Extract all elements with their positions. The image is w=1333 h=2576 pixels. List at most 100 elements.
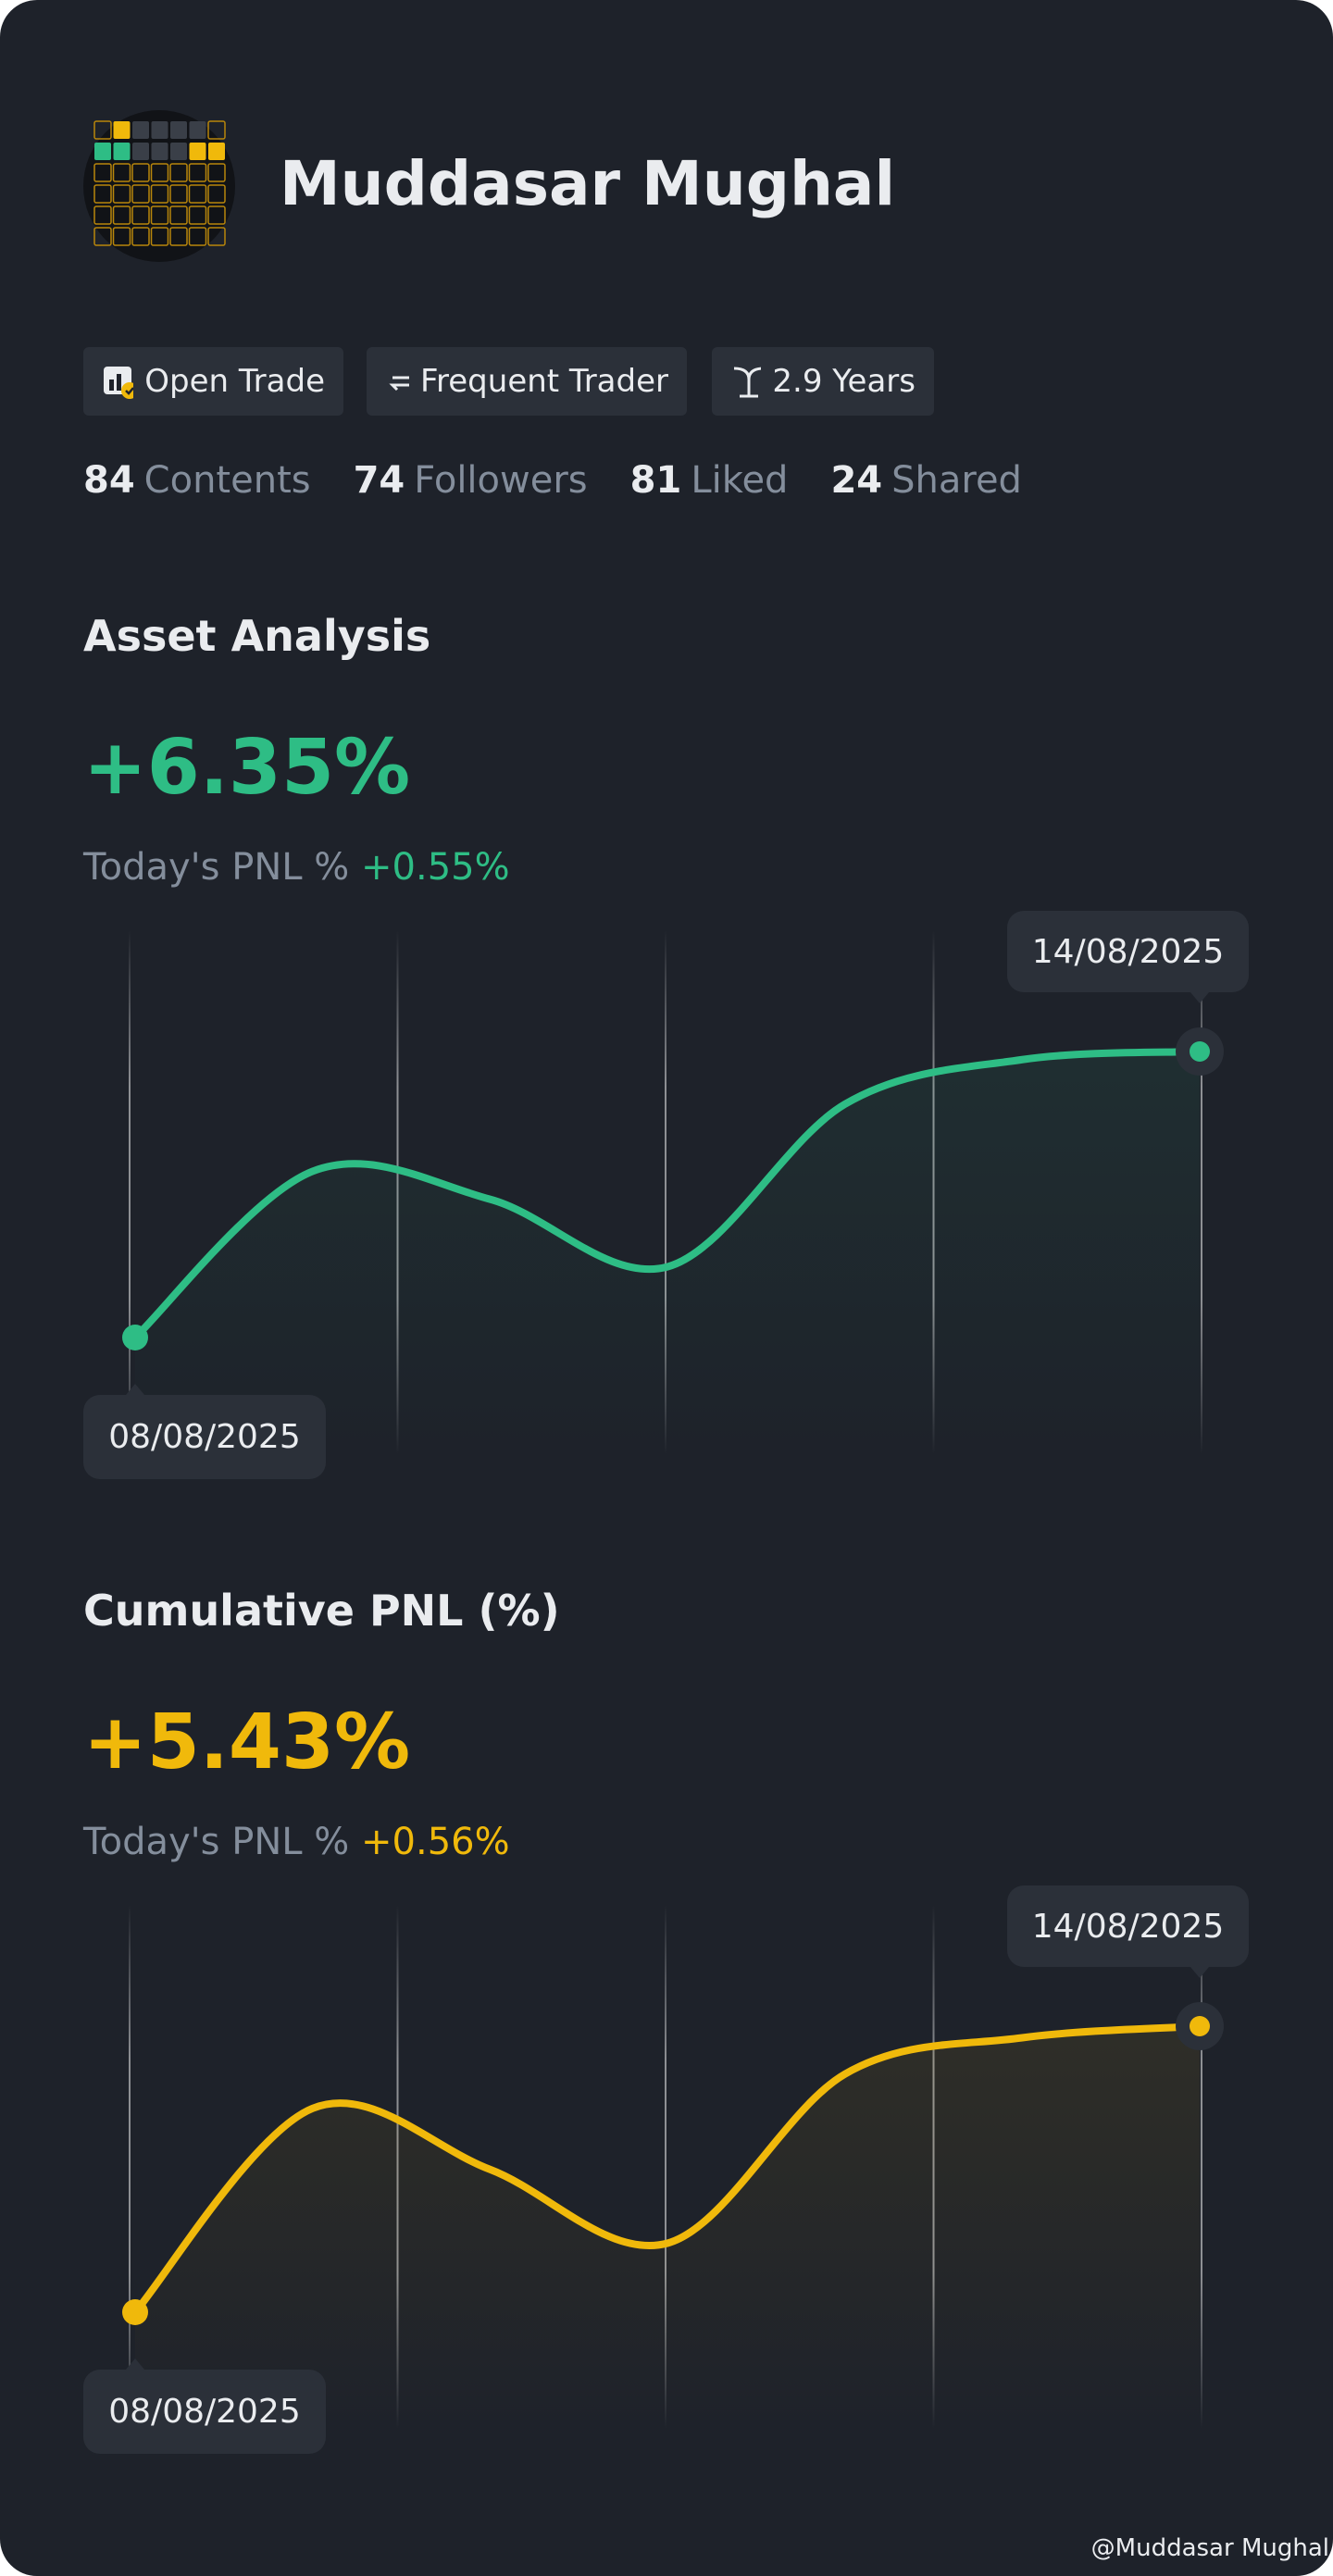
end-point	[1190, 2016, 1210, 2036]
avatar-tile	[113, 143, 131, 160]
line-chart	[122, 930, 1224, 1454]
avatar-tile	[131, 163, 150, 182]
avatar	[83, 110, 235, 262]
avatar-tile	[150, 184, 169, 204]
tooltip-pointer	[1190, 992, 1209, 1003]
stat: 24 Shared	[830, 459, 1022, 502]
badge[interactable]: Open Trade	[83, 347, 343, 416]
avatar-tile	[93, 163, 112, 182]
avatar-tile	[150, 205, 169, 225]
stat-label: Liked	[691, 459, 789, 502]
avatar-tile	[112, 184, 131, 204]
avatar-tile	[112, 163, 131, 182]
start-point	[122, 1325, 148, 1350]
grid-line	[665, 930, 666, 1454]
avatar-tile	[150, 227, 169, 246]
avatar-tile	[131, 227, 150, 246]
headline-value: +6.35%	[83, 724, 411, 812]
avatar-tile	[169, 163, 188, 182]
avatar-tile	[207, 227, 226, 246]
avatar-tile	[188, 227, 207, 246]
tooltip-pointer	[126, 1384, 144, 1395]
stat-value: 81	[629, 459, 682, 502]
avatar-tile	[189, 121, 206, 139]
avatar-tile	[169, 227, 188, 246]
avatar-tile	[151, 121, 168, 139]
end-point	[1190, 1041, 1210, 1062]
badge-icon	[389, 374, 409, 392]
avatar-tile	[170, 143, 187, 160]
date-tooltip: 08/08/2025	[83, 1395, 326, 1479]
line	[131, 1048, 1203, 1341]
avatar-tile	[188, 163, 207, 182]
today-pnl-label: Today's PNL %	[83, 846, 350, 889]
today-pnl-label: Today's PNL %	[83, 1821, 350, 1863]
watermark: @Muddasar Mughal	[1090, 2534, 1329, 2562]
stat-label: Followers	[414, 459, 588, 502]
badge-icon	[104, 367, 134, 399]
stat: 74 Followers	[354, 459, 588, 502]
area	[135, 2026, 1200, 2429]
avatar-tile	[151, 143, 168, 160]
stat-value: 84	[83, 459, 135, 502]
stat-label: Contents	[143, 459, 311, 502]
avatar-tile	[169, 205, 188, 225]
area	[135, 1052, 1200, 1454]
avatar-tile	[112, 205, 131, 225]
avatar-tile	[170, 121, 187, 139]
badge-icon	[733, 367, 762, 398]
avatar-tile	[93, 205, 112, 225]
avatar-tile	[94, 143, 111, 160]
grid-line	[1201, 1905, 1202, 2429]
badge[interactable]: Frequent Trader	[367, 347, 687, 416]
grid-line	[665, 1905, 666, 2429]
avatar-tile	[169, 184, 188, 204]
avatar-tile	[112, 227, 131, 246]
stat: 81 Liked	[630, 459, 789, 502]
stat-value: 74	[353, 459, 405, 502]
today-pnl-value: +0.56%	[361, 1821, 510, 1863]
avatar-tile	[131, 184, 150, 204]
grid-line	[129, 1905, 131, 2429]
grid-line	[1201, 930, 1202, 1454]
badge-label: Open Trade	[144, 363, 325, 400]
badge-label: 2.9 Years	[772, 363, 916, 400]
avatar-tile	[188, 205, 207, 225]
date-tooltip: 14/08/2025	[1007, 911, 1249, 992]
today-pnl: Today's PNL % +0.55%	[83, 846, 510, 889]
start-point	[122, 2299, 148, 2325]
avatar-tile	[207, 120, 226, 140]
avatar-tile	[93, 120, 112, 140]
section-title: Cumulative PNL (%)	[83, 1586, 560, 1636]
today-pnl: Today's PNL % +0.56%	[83, 1821, 510, 1863]
avatar-tile	[188, 184, 207, 204]
today-pnl-value: +0.55%	[361, 846, 510, 889]
headline-value: +5.43%	[83, 1699, 411, 1786]
stat: 84 Contents	[83, 459, 311, 502]
avatar-tile	[131, 205, 150, 225]
avatar-tile	[207, 163, 226, 182]
avatar-tile	[93, 184, 112, 204]
stat-label: Shared	[891, 459, 1022, 502]
avatar-tile	[189, 143, 206, 160]
badge[interactable]: 2.9 Years	[712, 347, 934, 416]
stat-value: 24	[830, 459, 883, 502]
avatar-tile	[93, 227, 112, 246]
avatar-tile	[132, 143, 149, 160]
date-tooltip: 14/08/2025	[1007, 1885, 1249, 1967]
section-title: Asset Analysis	[83, 611, 431, 661]
tooltip-pointer	[126, 2358, 144, 2370]
avatar-tile	[207, 184, 226, 204]
stats: 84 Contents 74 Followers 81 Liked 24 Shared	[83, 459, 1022, 502]
user-name: Muddasar Mughal	[280, 148, 896, 219]
grid-line	[129, 930, 131, 1454]
avatar-tile	[132, 121, 149, 139]
date-tooltip: 08/08/2025	[83, 2370, 326, 2454]
badge-label: Frequent Trader	[419, 363, 668, 400]
avatar-tile	[113, 121, 131, 139]
avatar-tile	[207, 205, 226, 225]
avatar-tile	[150, 163, 169, 182]
tooltip-pointer	[1190, 1967, 1209, 1978]
line-chart	[122, 1905, 1224, 2429]
